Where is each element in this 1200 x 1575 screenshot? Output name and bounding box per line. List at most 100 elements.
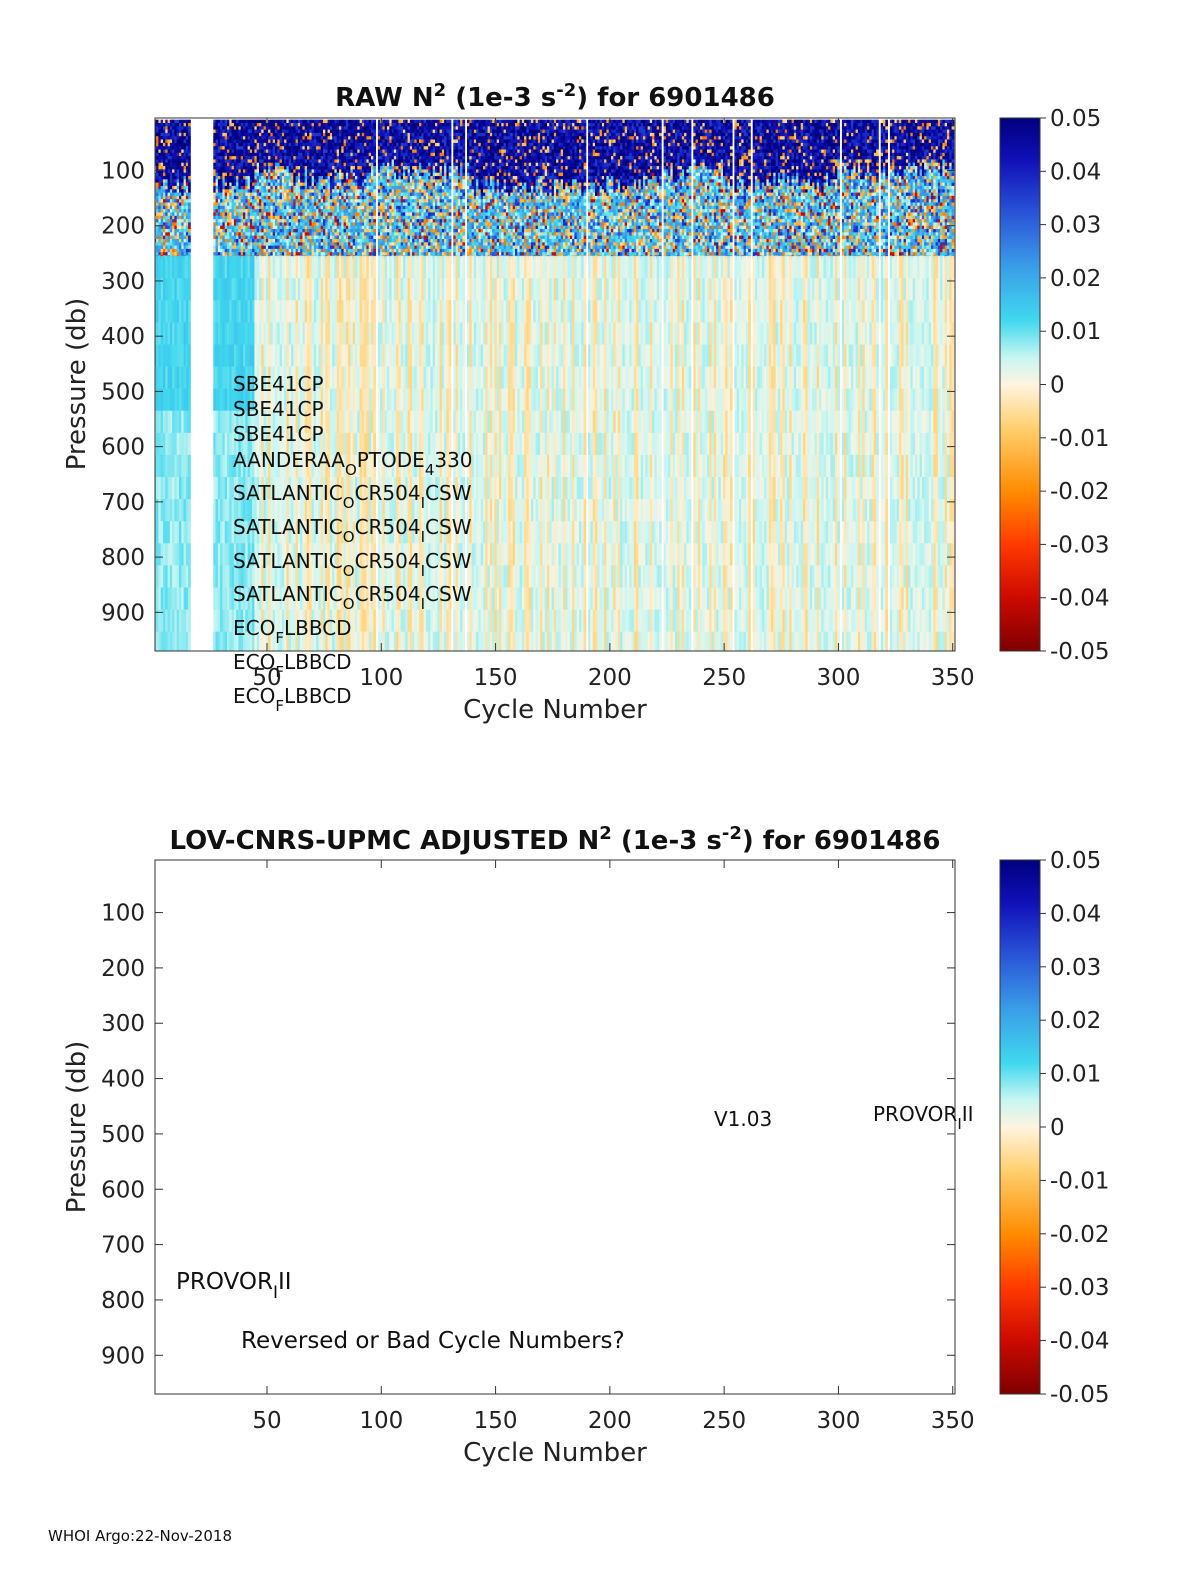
heatmap-cell <box>185 149 189 154</box>
heatmap-cell <box>304 366 308 389</box>
heatmap-cell <box>357 195 360 200</box>
heatmap-cell <box>336 123 340 127</box>
heatmap-cell <box>277 202 280 207</box>
heatmap-cell <box>217 136 221 140</box>
heatmap-cell <box>158 477 162 500</box>
heatmap-cell <box>327 152 331 157</box>
heatmap-cell <box>155 166 157 170</box>
heatmap-cell <box>261 195 264 200</box>
heatmap-cell <box>213 248 216 253</box>
heatmap-cell <box>185 232 189 236</box>
heatmap-cell <box>167 300 171 323</box>
heatmap-cell <box>185 189 189 193</box>
heatmap-cell <box>231 565 235 588</box>
heatmap-cell <box>359 219 363 223</box>
heatmap-cell <box>307 119 310 124</box>
heatmap-cell <box>249 156 253 160</box>
heatmap-cell <box>318 159 322 164</box>
heatmap-cell <box>188 410 191 434</box>
heatmap-cell <box>181 300 184 323</box>
heatmap-cell <box>309 366 312 389</box>
heatmap-cell <box>169 199 173 203</box>
heatmap-cell <box>366 136 370 140</box>
heatmap-cell <box>227 139 230 144</box>
heatmap-cell <box>270 219 274 223</box>
heatmap-cell <box>217 189 221 193</box>
heatmap-cell <box>327 139 331 144</box>
heatmap-cell <box>256 169 260 174</box>
heatmap-cell <box>281 205 285 210</box>
heatmap-cell <box>238 543 242 566</box>
heatmap-cell <box>277 631 280 651</box>
heatmap-cell <box>229 278 232 301</box>
heatmap-cell <box>254 179 258 183</box>
heatmap-cell <box>181 252 184 256</box>
heatmap-cell <box>176 222 180 227</box>
heatmap-cell <box>185 176 189 180</box>
heatmap-cell <box>291 185 294 190</box>
heatmap-cell <box>265 192 269 197</box>
heatmap-cell <box>227 239 230 243</box>
heatmap-cell <box>361 126 365 130</box>
heatmap-cell <box>325 543 328 566</box>
heatmap-cell <box>249 609 253 632</box>
heatmap-cell <box>156 278 159 301</box>
heatmap-cell <box>229 300 232 323</box>
heatmap-cell <box>247 169 251 174</box>
heatmap-cell <box>224 521 228 544</box>
heatmap-cell <box>300 278 303 301</box>
heatmap-cell <box>224 146 228 150</box>
heatmap-cell <box>160 322 164 345</box>
heatmap-cell <box>316 300 319 323</box>
heatmap-cell <box>300 172 303 177</box>
heatmap-cell <box>318 232 322 236</box>
heatmap-cell <box>188 215 191 220</box>
heatmap-cell <box>240 366 244 389</box>
heatmap-cell <box>311 209 315 213</box>
heatmap-cell <box>227 199 230 203</box>
heatmap-cell <box>327 344 331 367</box>
heatmap-cell <box>169 245 173 250</box>
heatmap-cell <box>281 146 285 150</box>
heatmap-cell <box>327 388 331 411</box>
heatmap-cell <box>288 129 292 134</box>
heatmap-cell <box>339 232 342 236</box>
heatmap-cell <box>169 142 173 147</box>
heatmap-cell <box>174 119 178 124</box>
heatmap-cell <box>327 454 331 478</box>
heatmap-cell <box>316 225 319 230</box>
heatmap-cell <box>288 172 292 177</box>
heatmap-cell <box>188 189 191 193</box>
heatmap-cell <box>357 235 360 240</box>
heatmap-cell <box>364 344 367 367</box>
heatmap-cell <box>275 136 278 140</box>
heatmap-cell <box>188 195 191 200</box>
heatmap-cell <box>364 129 367 134</box>
heatmap-cell <box>261 245 264 250</box>
heatmap-cell <box>277 176 280 180</box>
heatmap-cell <box>236 159 239 164</box>
heatmap-cell <box>357 543 360 566</box>
heatmap-cell <box>307 162 310 167</box>
heatmap-cell <box>352 189 356 193</box>
heatmap-cell <box>245 212 248 217</box>
heatmap-cell <box>188 609 191 632</box>
heatmap-cell <box>163 631 166 651</box>
heatmap-cell <box>277 195 280 200</box>
heatmap-cell <box>165 136 168 140</box>
heatmap-cell <box>243 543 246 566</box>
heatmap-cell <box>284 146 287 150</box>
heatmap-cell <box>156 322 159 345</box>
heatmap-cell <box>215 192 219 197</box>
heatmap-cell <box>291 176 294 180</box>
heatmap-cell <box>364 123 367 127</box>
heatmap-cell <box>323 366 326 389</box>
heatmap-cell <box>231 209 235 213</box>
heatmap-cell <box>243 199 246 203</box>
heatmap-cell <box>265 136 269 140</box>
heatmap-cell <box>155 219 157 223</box>
heatmap-cell <box>227 146 230 150</box>
heatmap-cell <box>284 195 287 200</box>
heatmap-cell <box>323 172 326 177</box>
heatmap-cell <box>334 222 338 227</box>
